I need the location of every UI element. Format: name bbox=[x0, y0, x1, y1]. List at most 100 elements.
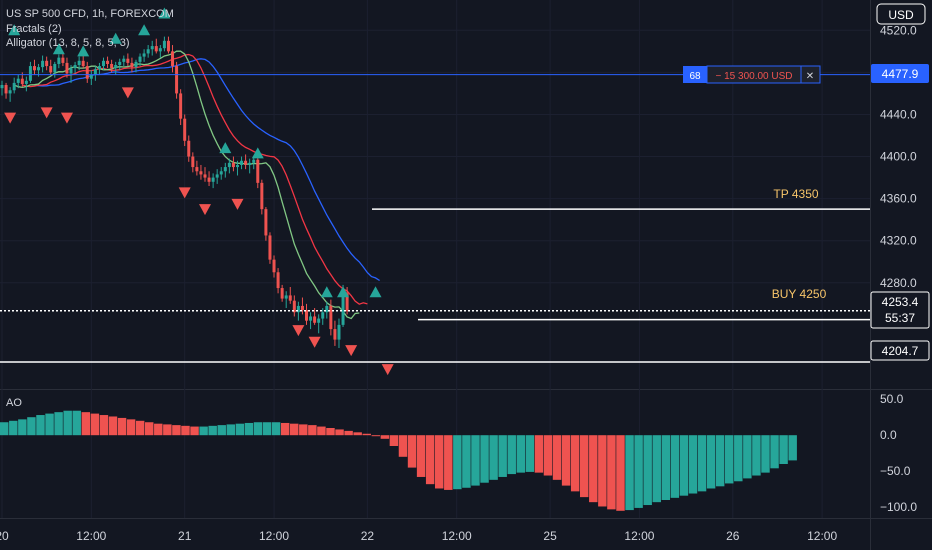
fractals-legend[interactable]: Fractals (2) bbox=[6, 23, 62, 35]
fractal-up-marker bbox=[369, 286, 382, 298]
ao-bar bbox=[45, 413, 54, 436]
ao-bar bbox=[570, 435, 580, 492]
ao-bar bbox=[108, 416, 118, 436]
ao-bar bbox=[389, 435, 399, 446]
ao-bar bbox=[679, 435, 689, 496]
tp-order-label[interactable]: TP 4350 bbox=[773, 187, 818, 201]
candle-up bbox=[325, 305, 329, 313]
ao-bar bbox=[607, 435, 616, 510]
ao-tick-label: −50.0 bbox=[880, 464, 911, 478]
candle-down bbox=[231, 162, 235, 168]
ao-bar bbox=[362, 433, 371, 436]
ao-bar bbox=[453, 435, 462, 490]
candle-up bbox=[102, 60, 105, 67]
buy-order-label[interactable]: BUY 4250 bbox=[772, 287, 827, 301]
ao-bar bbox=[235, 423, 245, 436]
candle-down bbox=[264, 209, 268, 236]
candle-down bbox=[130, 62, 134, 68]
candle-up bbox=[235, 164, 239, 168]
candle-down bbox=[300, 305, 304, 311]
ao-bar bbox=[208, 425, 217, 436]
ao-bar bbox=[63, 410, 72, 436]
candle-down bbox=[85, 66, 89, 79]
ao-bar bbox=[589, 435, 598, 503]
ao-bar bbox=[190, 426, 199, 436]
candle-down bbox=[4, 85, 8, 94]
ao-bar bbox=[643, 435, 652, 506]
candle-up bbox=[162, 40, 166, 49]
candle-down bbox=[187, 140, 191, 157]
fractal-down-marker bbox=[60, 112, 73, 124]
candle-down bbox=[244, 160, 248, 165]
time-tick-label: 25 bbox=[543, 529, 557, 543]
time-tick-label: 22 bbox=[361, 529, 375, 543]
time-tick-label: 26 bbox=[726, 529, 740, 543]
position-close-button[interactable] bbox=[800, 65, 821, 84]
candle-up bbox=[114, 65, 118, 69]
candle-up bbox=[24, 80, 28, 84]
ao-tick-label: −100.0 bbox=[880, 500, 917, 514]
ao-bar bbox=[670, 435, 680, 498]
candle-down bbox=[195, 167, 199, 172]
ao-bar bbox=[99, 415, 109, 436]
position-price-tag bbox=[871, 64, 929, 83]
ao-bar bbox=[9, 420, 18, 436]
candle-down bbox=[276, 272, 280, 289]
candle-down bbox=[32, 66, 36, 71]
ao-bar bbox=[580, 435, 589, 498]
ao-legend[interactable]: AO bbox=[6, 397, 22, 409]
ao-bar bbox=[36, 415, 45, 436]
order-lines[interactable] bbox=[0, 74, 870, 363]
ao-bar bbox=[543, 435, 553, 476]
fractal-up-marker bbox=[219, 142, 232, 154]
ao-bar bbox=[18, 419, 27, 436]
candle-down bbox=[166, 40, 170, 52]
currency-label: USD bbox=[888, 8, 914, 22]
alligator-legend[interactable]: Alligator (13, 8, 5, 8, 5, 3) bbox=[6, 37, 130, 49]
ao-bar bbox=[244, 422, 254, 436]
ao-bar bbox=[163, 424, 172, 436]
ao-bar bbox=[172, 425, 181, 436]
candle-up bbox=[77, 60, 81, 66]
teeth-line bbox=[22, 53, 368, 305]
currency-button[interactable] bbox=[876, 3, 926, 25]
ao-bar bbox=[425, 435, 435, 485]
fractal-down-marker bbox=[40, 107, 53, 119]
candle-down bbox=[329, 305, 333, 330]
candle-up bbox=[8, 90, 12, 94]
ao-tick-label: 0.0 bbox=[880, 428, 897, 442]
stop-price-label: 4204.7 bbox=[882, 344, 919, 358]
candle-up bbox=[211, 177, 215, 182]
position-qty-box[interactable] bbox=[683, 66, 707, 83]
price-tick-label: 4440.0 bbox=[880, 107, 917, 121]
candle-down bbox=[313, 316, 317, 323]
candle-up bbox=[138, 56, 142, 62]
fractal-up-marker bbox=[251, 147, 264, 159]
ao-bar bbox=[262, 422, 272, 436]
ao-bar bbox=[534, 435, 544, 473]
lips-line bbox=[13, 50, 360, 320]
ao-histogram bbox=[0, 410, 797, 511]
candle-up bbox=[317, 318, 321, 323]
candle-up bbox=[215, 174, 219, 178]
candle-down bbox=[292, 300, 296, 313]
fractals bbox=[4, 7, 394, 376]
candle-up bbox=[240, 160, 244, 165]
ao-bar bbox=[317, 426, 326, 436]
candle-down bbox=[305, 310, 308, 321]
candle-down bbox=[280, 288, 284, 299]
fractal-up-marker bbox=[8, 24, 21, 36]
fractal-down-marker bbox=[345, 345, 358, 357]
ao-bar bbox=[725, 435, 734, 484]
ao-bar bbox=[444, 435, 453, 490]
fractal-up-marker bbox=[77, 45, 90, 57]
ao-bar bbox=[480, 435, 489, 483]
ao-bar bbox=[299, 424, 308, 436]
candle-down bbox=[333, 329, 337, 340]
candle-down bbox=[65, 62, 69, 74]
ao-bar bbox=[516, 435, 526, 473]
ao-bar bbox=[552, 435, 562, 480]
candle-down bbox=[110, 63, 114, 69]
candle-down bbox=[49, 66, 53, 73]
